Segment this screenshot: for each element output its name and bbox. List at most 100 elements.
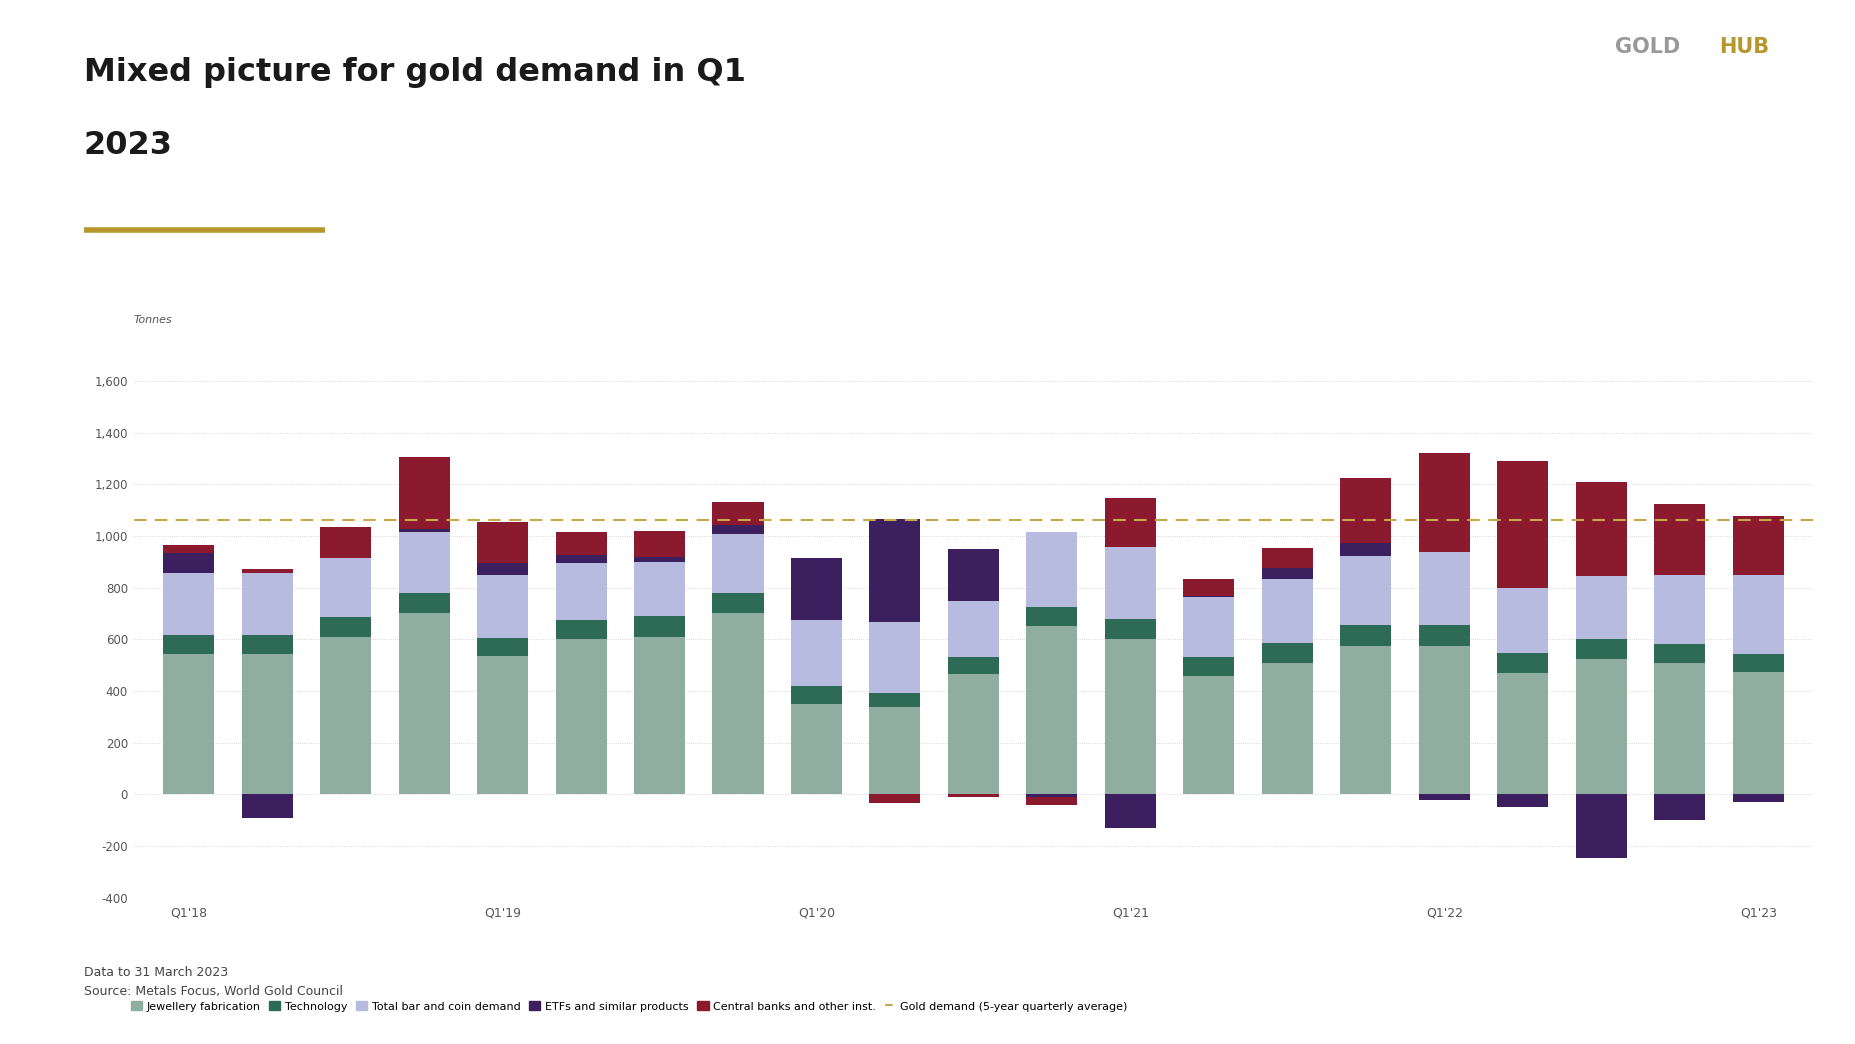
- Text: HUB: HUB: [1718, 37, 1768, 56]
- Bar: [319, 527, 371, 557]
- Bar: [241, 573, 293, 635]
- Bar: [1575, 576, 1627, 639]
- Bar: [1653, 575, 1705, 644]
- Bar: [1733, 516, 1783, 575]
- Bar: [790, 686, 842, 704]
- Bar: [1026, 626, 1078, 794]
- Bar: [399, 614, 449, 794]
- Bar: [1104, 639, 1156, 794]
- Bar: [712, 593, 762, 614]
- Bar: [555, 531, 607, 555]
- Text: 2023: 2023: [83, 130, 173, 162]
- Bar: [1261, 569, 1311, 578]
- Bar: [1183, 657, 1234, 675]
- Bar: [1417, 552, 1469, 625]
- Bar: [163, 552, 213, 573]
- Bar: [1575, 794, 1627, 858]
- Bar: [1497, 654, 1547, 673]
- Bar: [1104, 619, 1156, 639]
- Bar: [948, 658, 998, 674]
- Bar: [634, 637, 684, 794]
- Bar: [1261, 643, 1311, 663]
- Bar: [555, 563, 607, 620]
- Bar: [1104, 547, 1156, 619]
- Bar: [1339, 625, 1391, 646]
- Bar: [1261, 663, 1311, 794]
- Bar: [163, 545, 213, 552]
- Bar: [1183, 597, 1234, 657]
- Bar: [1417, 625, 1469, 646]
- Bar: [1497, 673, 1547, 794]
- Bar: [319, 557, 371, 617]
- Bar: [712, 533, 762, 593]
- Bar: [1026, 794, 1078, 797]
- Bar: [1497, 461, 1547, 588]
- Bar: [712, 525, 762, 533]
- Bar: [1104, 498, 1156, 547]
- Bar: [790, 620, 842, 686]
- Bar: [868, 794, 920, 804]
- Bar: [1575, 481, 1627, 576]
- Bar: [1497, 588, 1547, 654]
- Bar: [1339, 478, 1391, 543]
- Bar: [1653, 504, 1705, 575]
- Bar: [948, 674, 998, 794]
- Bar: [477, 638, 529, 656]
- Bar: [477, 563, 529, 575]
- Bar: [163, 573, 213, 636]
- Bar: [1733, 654, 1783, 671]
- Bar: [868, 693, 920, 707]
- Bar: [712, 501, 762, 525]
- Bar: [477, 575, 529, 638]
- Bar: [555, 555, 607, 563]
- Bar: [1653, 644, 1705, 663]
- Bar: [1417, 453, 1469, 552]
- Bar: [477, 522, 529, 563]
- Bar: [634, 562, 684, 616]
- Bar: [1653, 794, 1705, 821]
- Bar: [1183, 675, 1234, 794]
- Bar: [399, 457, 449, 529]
- Bar: [1733, 575, 1783, 654]
- Bar: [1733, 671, 1783, 794]
- Bar: [1104, 794, 1156, 828]
- Bar: [1183, 579, 1234, 596]
- Bar: [790, 559, 842, 620]
- Bar: [399, 529, 449, 532]
- Bar: [319, 617, 371, 637]
- Bar: [399, 532, 449, 593]
- Bar: [1026, 797, 1078, 805]
- Text: GOLD: GOLD: [1614, 37, 1679, 56]
- Bar: [1575, 639, 1627, 659]
- Legend: Jewellery fabrication, Technology, Total bar and coin demand, ETFs and similar p: Jewellery fabrication, Technology, Total…: [130, 1001, 1128, 1012]
- Bar: [1339, 555, 1391, 625]
- Bar: [868, 519, 920, 622]
- Bar: [241, 794, 293, 817]
- Bar: [477, 656, 529, 794]
- Bar: [1261, 578, 1311, 643]
- Bar: [555, 620, 607, 639]
- Bar: [241, 654, 293, 794]
- Text: Mixed picture for gold demand in Q1: Mixed picture for gold demand in Q1: [83, 57, 746, 89]
- Bar: [1026, 532, 1078, 607]
- Bar: [319, 637, 371, 794]
- Bar: [1183, 596, 1234, 597]
- Bar: [868, 622, 920, 693]
- Text: Tonnes: Tonnes: [134, 315, 173, 325]
- Bar: [399, 593, 449, 614]
- Bar: [1733, 794, 1783, 802]
- Bar: [868, 707, 920, 794]
- Bar: [163, 636, 213, 654]
- Bar: [948, 549, 998, 600]
- Bar: [634, 616, 684, 637]
- Bar: [1417, 646, 1469, 794]
- Bar: [1339, 646, 1391, 794]
- Bar: [1653, 663, 1705, 794]
- Bar: [1026, 607, 1078, 626]
- Bar: [163, 654, 213, 794]
- Bar: [1261, 548, 1311, 569]
- Bar: [948, 600, 998, 658]
- Bar: [634, 530, 684, 556]
- Bar: [634, 556, 684, 562]
- Bar: [555, 639, 607, 794]
